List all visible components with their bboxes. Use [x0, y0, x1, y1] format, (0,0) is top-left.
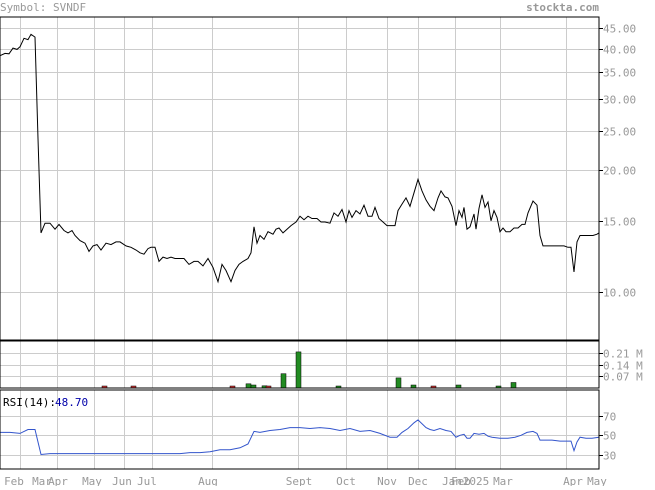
price-grid: [0, 17, 599, 340]
x-tick-label: 2025: [463, 475, 490, 486]
price-line: [0, 33, 600, 284]
x-tick-label: May: [82, 475, 102, 486]
volume-bar: [510, 382, 517, 389]
price-tick-label: 45.00: [603, 23, 636, 36]
rsi-tick-label: 30: [603, 450, 616, 463]
rsi-y-axis: 70 50 30: [599, 411, 616, 463]
price-tick-label: 10.00: [603, 287, 636, 300]
price-tick-label: 40.00: [603, 44, 636, 57]
rsi-value: 48.70: [55, 396, 88, 409]
rsi-panel-frame: [0, 389, 600, 470]
volume-tick-label: 0.21 M: [603, 348, 643, 361]
price-tick-label: 15.00: [603, 216, 636, 229]
rsi-series: [0, 419, 600, 456]
volume-bar: [245, 383, 252, 389]
price-tick-label: 20.00: [603, 165, 636, 178]
price-series: [0, 33, 600, 284]
x-tick-label: May: [587, 475, 607, 486]
price-tick-label: 35.00: [603, 67, 636, 80]
rsi-label: RSI(14):: [3, 396, 56, 409]
x-tick-label: Jan: [442, 475, 462, 486]
price-y-axis: 45.00 40.00 35.00 30.00 25.00 20.00 15.00 10.00: [599, 23, 636, 300]
site-brand: stockta.com: [526, 1, 599, 14]
price-tick-label: 25.00: [603, 126, 636, 139]
rsi-tick-label: 50: [603, 430, 616, 443]
x-tick-label: Oct: [336, 475, 356, 486]
volume-bar: [280, 373, 287, 389]
symbol-label: Symbol: SVNDF: [0, 1, 86, 14]
x-tick-label: Aug: [198, 475, 218, 486]
price-tick-label: 30.00: [603, 94, 636, 107]
rsi-tick-label: 70: [603, 411, 616, 424]
rsi-grid: [0, 390, 599, 469]
x-tick-label: Sept: [286, 475, 313, 486]
x-tick-label: Nov: [377, 475, 397, 486]
price-panel-frame: [0, 16, 600, 341]
volume-panel: 0.21 M0.14 M0.07 M: [0, 340, 643, 389]
x-tick-label: Jul: [137, 475, 157, 486]
x-tick-label: Apr: [48, 475, 68, 486]
x-tick-label: Feb: [451, 475, 471, 486]
x-tick-label: Mar: [32, 475, 52, 486]
volume-tick-label: 0.07 M: [603, 371, 643, 384]
rsi-line: [0, 419, 600, 456]
volume-panel-frame: [0, 340, 600, 389]
x-tick-label: Apr: [563, 475, 583, 486]
x-tick-label: Mar: [493, 475, 513, 486]
x-tick-label: Feb: [4, 475, 24, 486]
x-tick-label: Dec: [408, 475, 428, 486]
volume-tick-label: 0.14 M: [603, 360, 643, 373]
rsi-panel: 70 50 30 RSI(14): 48.70: [0, 389, 616, 470]
volume-bar: [395, 377, 402, 389]
volume-y-axis: 0.21 M0.14 M0.07 M: [599, 348, 643, 384]
volume-bar: [295, 351, 302, 389]
price-panel: 45.00 40.00 35.00 30.00 25.00 20.00 15.00 10.00: [0, 16, 636, 341]
x-tick-label: Jun: [112, 475, 132, 486]
